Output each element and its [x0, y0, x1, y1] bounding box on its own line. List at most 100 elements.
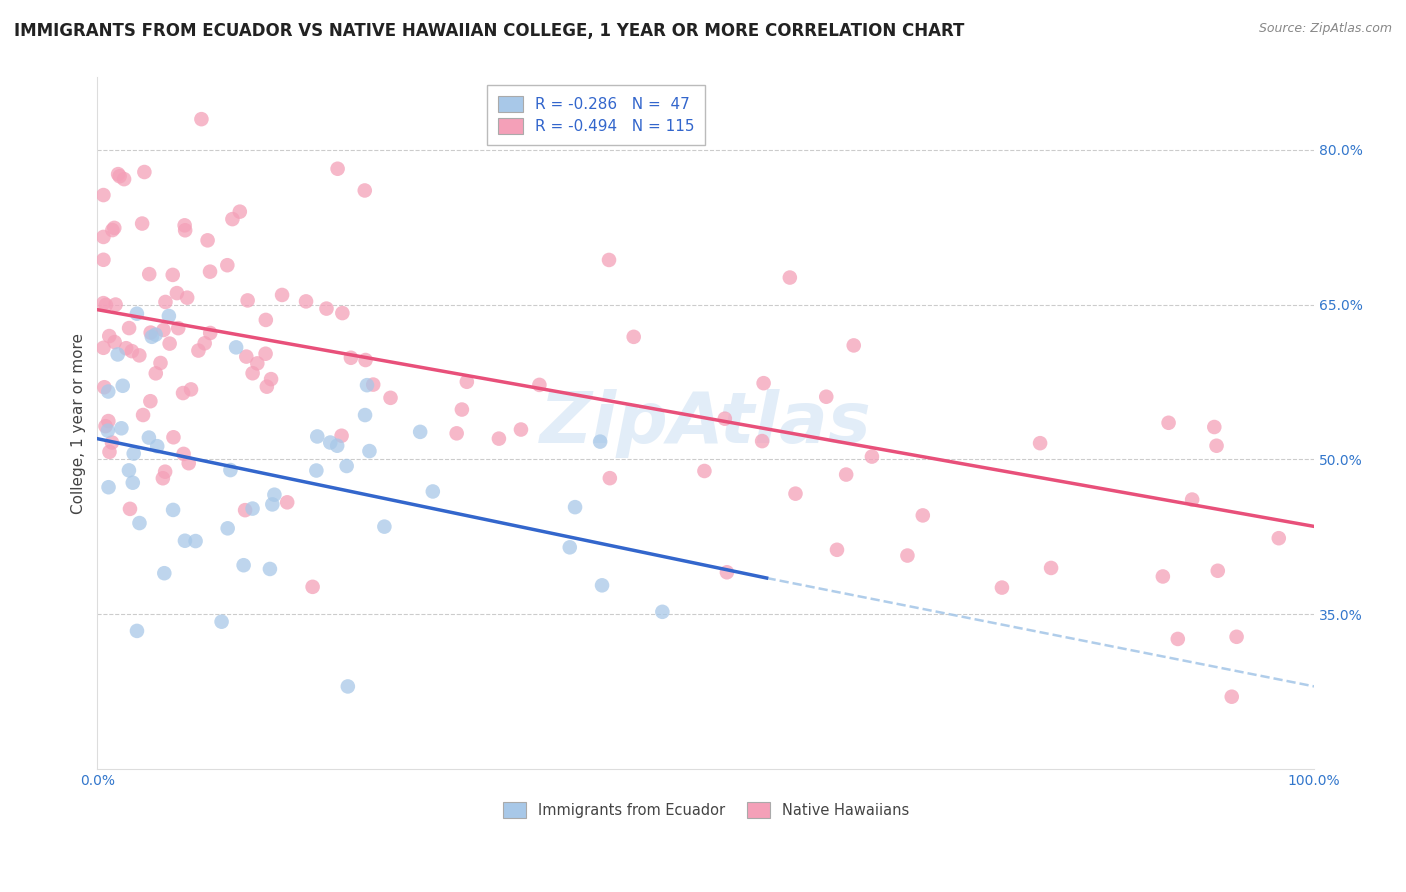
- Point: [271, 288, 294, 302]
- Point: [488, 432, 510, 446]
- Point: [152, 323, 174, 337]
- Point: [172, 386, 194, 401]
- Point: [236, 293, 259, 308]
- Point: [152, 471, 174, 485]
- Point: [104, 335, 127, 350]
- Point: [246, 356, 269, 370]
- Point: [332, 306, 354, 320]
- Point: [167, 321, 190, 335]
- Point: [97, 384, 120, 399]
- Point: [235, 350, 257, 364]
- Point: [451, 402, 474, 417]
- Point: [166, 286, 188, 301]
- Point: [125, 307, 148, 321]
- Point: [232, 558, 254, 573]
- Point: [330, 428, 353, 442]
- Point: [121, 344, 143, 359]
- Point: [1040, 561, 1063, 575]
- Point: [176, 291, 198, 305]
- Point: [118, 321, 141, 335]
- Point: [1167, 632, 1189, 646]
- Point: [200, 326, 222, 340]
- Point: [180, 383, 202, 397]
- Point: [146, 439, 169, 453]
- Point: [132, 408, 155, 422]
- Point: [139, 326, 162, 340]
- Point: [336, 458, 359, 473]
- Point: [354, 408, 377, 422]
- Point: [93, 188, 115, 202]
- Point: [1220, 690, 1243, 704]
- Point: [1152, 569, 1174, 583]
- Point: [198, 265, 221, 279]
- Point: [361, 377, 384, 392]
- Legend: Immigrants from Ecuador, Native Hawaiians: Immigrants from Ecuador, Native Hawaiian…: [496, 797, 915, 824]
- Point: [131, 217, 153, 231]
- Point: [225, 340, 247, 354]
- Point: [260, 372, 283, 386]
- Point: [138, 267, 160, 281]
- Point: [319, 435, 342, 450]
- Point: [896, 549, 918, 563]
- Point: [97, 480, 120, 494]
- Point: [159, 336, 181, 351]
- Point: [262, 497, 284, 511]
- Text: IMMIGRANTS FROM ECUADOR VS NATIVE HAWAIIAN COLLEGE, 1 YEAR OR MORE CORRELATION C: IMMIGRANTS FROM ECUADOR VS NATIVE HAWAII…: [14, 22, 965, 40]
- Point: [157, 309, 180, 323]
- Point: [141, 330, 163, 344]
- Point: [510, 423, 533, 437]
- Point: [380, 391, 402, 405]
- Point: [118, 501, 141, 516]
- Point: [785, 486, 807, 500]
- Point: [716, 566, 738, 580]
- Point: [217, 521, 239, 535]
- Point: [835, 467, 858, 482]
- Point: [1029, 436, 1052, 450]
- Point: [134, 165, 156, 179]
- Point: [714, 411, 737, 425]
- Point: [1206, 564, 1229, 578]
- Point: [211, 615, 233, 629]
- Point: [121, 475, 143, 490]
- Point: [305, 463, 328, 477]
- Point: [145, 367, 167, 381]
- Point: [94, 298, 117, 312]
- Point: [295, 294, 318, 309]
- Point: [174, 533, 197, 548]
- Point: [190, 112, 212, 127]
- Point: [138, 431, 160, 445]
- Point: [103, 220, 125, 235]
- Point: [98, 445, 121, 459]
- Point: [446, 426, 468, 441]
- Point: [752, 376, 775, 391]
- Point: [101, 223, 124, 237]
- Point: [173, 219, 195, 233]
- Point: [93, 252, 115, 267]
- Point: [456, 375, 478, 389]
- Point: [219, 463, 242, 477]
- Point: [1181, 492, 1204, 507]
- Point: [128, 348, 150, 362]
- Point: [276, 495, 298, 509]
- Text: ZipAtlas: ZipAtlas: [540, 389, 872, 458]
- Point: [651, 605, 673, 619]
- Point: [422, 484, 444, 499]
- Point: [1204, 420, 1226, 434]
- Point: [1157, 416, 1180, 430]
- Y-axis label: College, 1 year or more: College, 1 year or more: [72, 333, 86, 514]
- Point: [301, 580, 323, 594]
- Point: [353, 184, 375, 198]
- Point: [326, 161, 349, 176]
- Point: [263, 488, 285, 502]
- Point: [155, 295, 177, 310]
- Point: [93, 230, 115, 244]
- Point: [115, 341, 138, 355]
- Point: [108, 169, 131, 184]
- Point: [991, 581, 1014, 595]
- Point: [1226, 630, 1249, 644]
- Point: [256, 379, 278, 393]
- Point: [125, 624, 148, 638]
- Point: [373, 519, 395, 533]
- Point: [187, 343, 209, 358]
- Point: [97, 424, 120, 438]
